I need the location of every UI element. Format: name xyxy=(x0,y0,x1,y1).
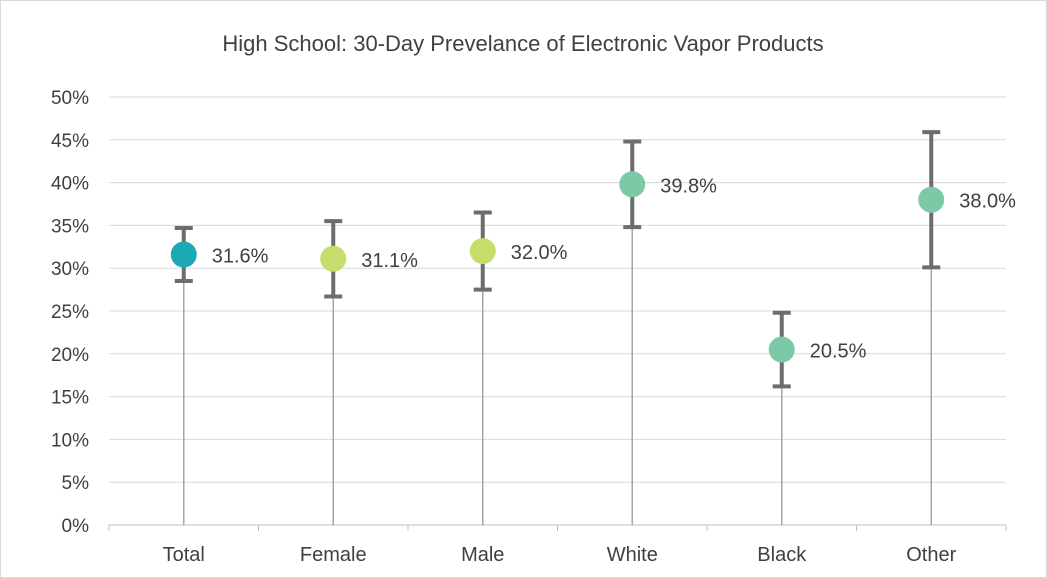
category-label: White xyxy=(607,544,658,566)
data-label: 39.8% xyxy=(660,175,717,197)
y-tick-label: 15% xyxy=(51,388,89,409)
category-label: Female xyxy=(300,544,367,566)
chart-title: High School: 30-Day Prevelance of Electr… xyxy=(222,31,823,56)
data-label: 32.0% xyxy=(511,242,568,264)
gridlines xyxy=(109,96,1006,483)
data-points xyxy=(170,171,945,363)
data-point xyxy=(469,238,496,265)
category-labels: Total Female Male White Black Other xyxy=(163,544,957,566)
y-tick-label: 30% xyxy=(51,259,89,280)
x-axis xyxy=(108,524,1007,531)
data-point xyxy=(918,186,945,213)
data-labels: 31.6% 31.1% 32.0% 39.8% 20.5% 38.0% xyxy=(212,175,1016,362)
category-label: Other xyxy=(906,544,956,566)
category-label: Black xyxy=(757,544,807,566)
category-label: Total xyxy=(163,544,205,566)
data-label: 31.1% xyxy=(361,250,418,272)
y-tick-label: 25% xyxy=(51,302,89,323)
y-tick-label: 40% xyxy=(51,174,89,195)
data-label: 38.0% xyxy=(959,191,1016,213)
data-point xyxy=(170,241,197,268)
y-tick-label: 45% xyxy=(51,131,89,152)
y-axis-ticks: 0% 5% 10% 15% 20% 25% 30% 35% 40% 45% 50% xyxy=(51,88,89,537)
y-tick-label: 5% xyxy=(62,473,90,494)
y-tick-label: 50% xyxy=(51,88,89,109)
data-label: 31.6% xyxy=(212,246,269,268)
data-point xyxy=(619,171,646,198)
y-tick-label: 35% xyxy=(51,216,89,237)
data-point xyxy=(768,336,795,363)
y-tick-label: 0% xyxy=(62,516,90,537)
data-label: 20.5% xyxy=(810,341,867,363)
y-tick-label: 10% xyxy=(51,430,89,451)
category-label: Male xyxy=(461,544,504,566)
y-tick-label: 20% xyxy=(51,345,89,366)
data-point xyxy=(320,245,347,272)
